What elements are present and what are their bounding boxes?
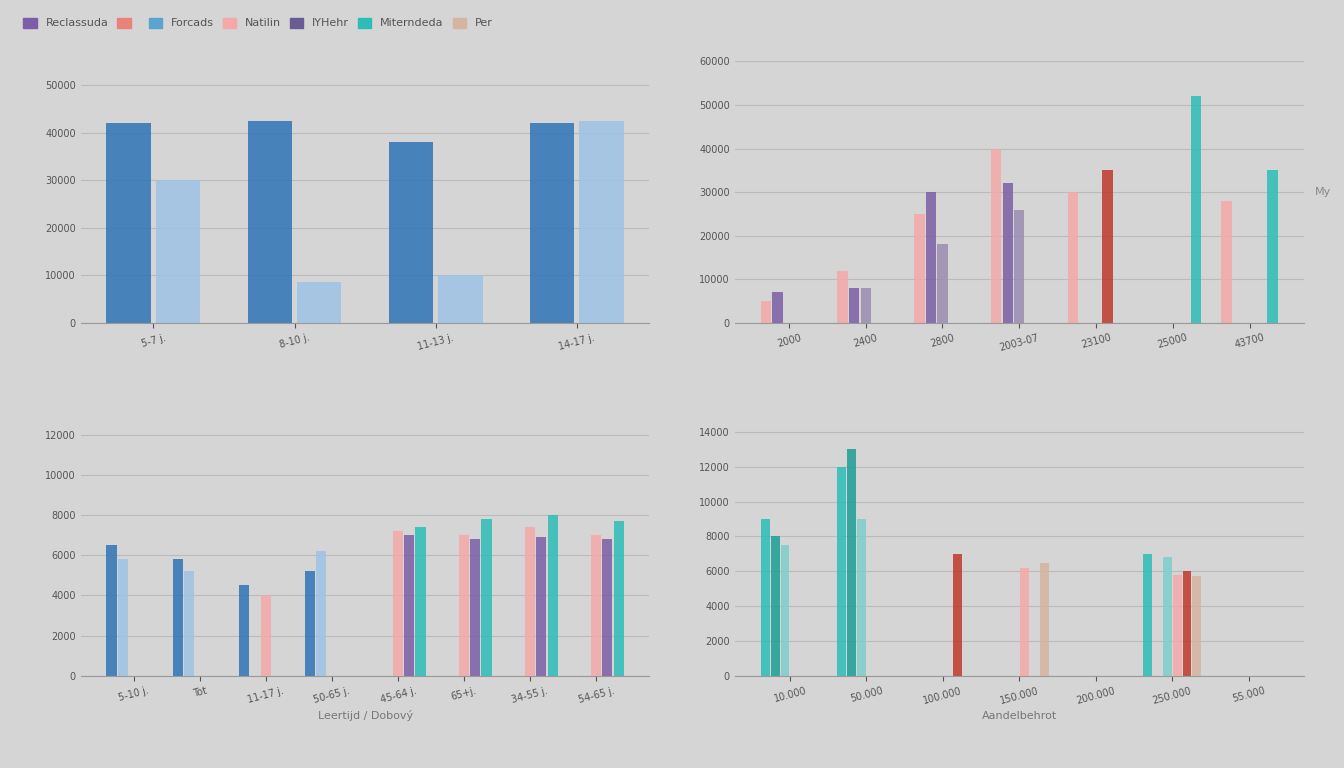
Bar xyxy=(1015,210,1024,323)
Bar xyxy=(1040,562,1048,676)
Bar xyxy=(184,571,194,676)
Bar xyxy=(1192,577,1202,676)
Bar xyxy=(770,536,780,676)
Bar xyxy=(1267,170,1278,323)
Bar xyxy=(1068,192,1078,323)
Bar xyxy=(773,293,782,323)
Bar xyxy=(953,554,962,676)
Bar xyxy=(937,244,948,323)
Bar xyxy=(392,531,403,676)
Bar xyxy=(1020,568,1028,676)
Bar xyxy=(761,519,770,676)
Bar xyxy=(305,571,314,676)
Bar xyxy=(837,270,848,323)
Bar xyxy=(579,121,624,323)
Bar xyxy=(860,288,871,323)
Bar xyxy=(415,527,426,676)
Bar xyxy=(761,301,771,323)
Bar xyxy=(1191,96,1202,323)
Bar xyxy=(781,545,789,676)
Bar xyxy=(1142,554,1152,676)
Bar xyxy=(238,585,249,676)
Bar xyxy=(1003,184,1013,323)
Bar xyxy=(837,467,845,676)
Bar xyxy=(438,276,482,323)
Bar xyxy=(1102,170,1113,323)
Bar xyxy=(1163,558,1172,676)
Bar xyxy=(847,449,856,676)
Bar xyxy=(536,537,547,676)
Bar xyxy=(857,519,866,676)
X-axis label: Leertijd / Dobový: Leertijd / Dobový xyxy=(317,710,413,721)
Bar xyxy=(481,519,492,676)
Bar xyxy=(591,535,601,676)
Bar xyxy=(106,545,117,676)
Bar xyxy=(297,283,341,323)
Bar xyxy=(118,559,128,676)
Bar xyxy=(526,527,535,676)
Bar xyxy=(316,551,325,676)
Bar xyxy=(156,180,200,323)
Bar xyxy=(106,123,151,323)
Bar xyxy=(1183,571,1192,676)
Bar xyxy=(460,535,469,676)
Bar xyxy=(926,192,937,323)
Bar xyxy=(547,515,558,676)
Bar xyxy=(470,539,480,676)
Bar xyxy=(914,214,925,323)
Text: My: My xyxy=(1314,187,1332,197)
Legend: Reclassuda, , Forcads, Natilin, IYHehr, Miterndeda, Per: Reclassuda, , Forcads, Natilin, IYHehr, … xyxy=(19,13,497,33)
Bar xyxy=(388,142,433,323)
Bar xyxy=(614,521,624,676)
Bar xyxy=(172,559,183,676)
Bar xyxy=(247,121,292,323)
Bar xyxy=(602,539,613,676)
Bar xyxy=(530,123,574,323)
Bar xyxy=(849,288,859,323)
Bar xyxy=(1172,574,1181,676)
X-axis label: Aandelbehrot: Aandelbehrot xyxy=(981,711,1056,721)
Bar xyxy=(405,535,414,676)
Bar xyxy=(991,148,1001,323)
Bar xyxy=(261,595,271,676)
Bar xyxy=(1222,201,1231,323)
